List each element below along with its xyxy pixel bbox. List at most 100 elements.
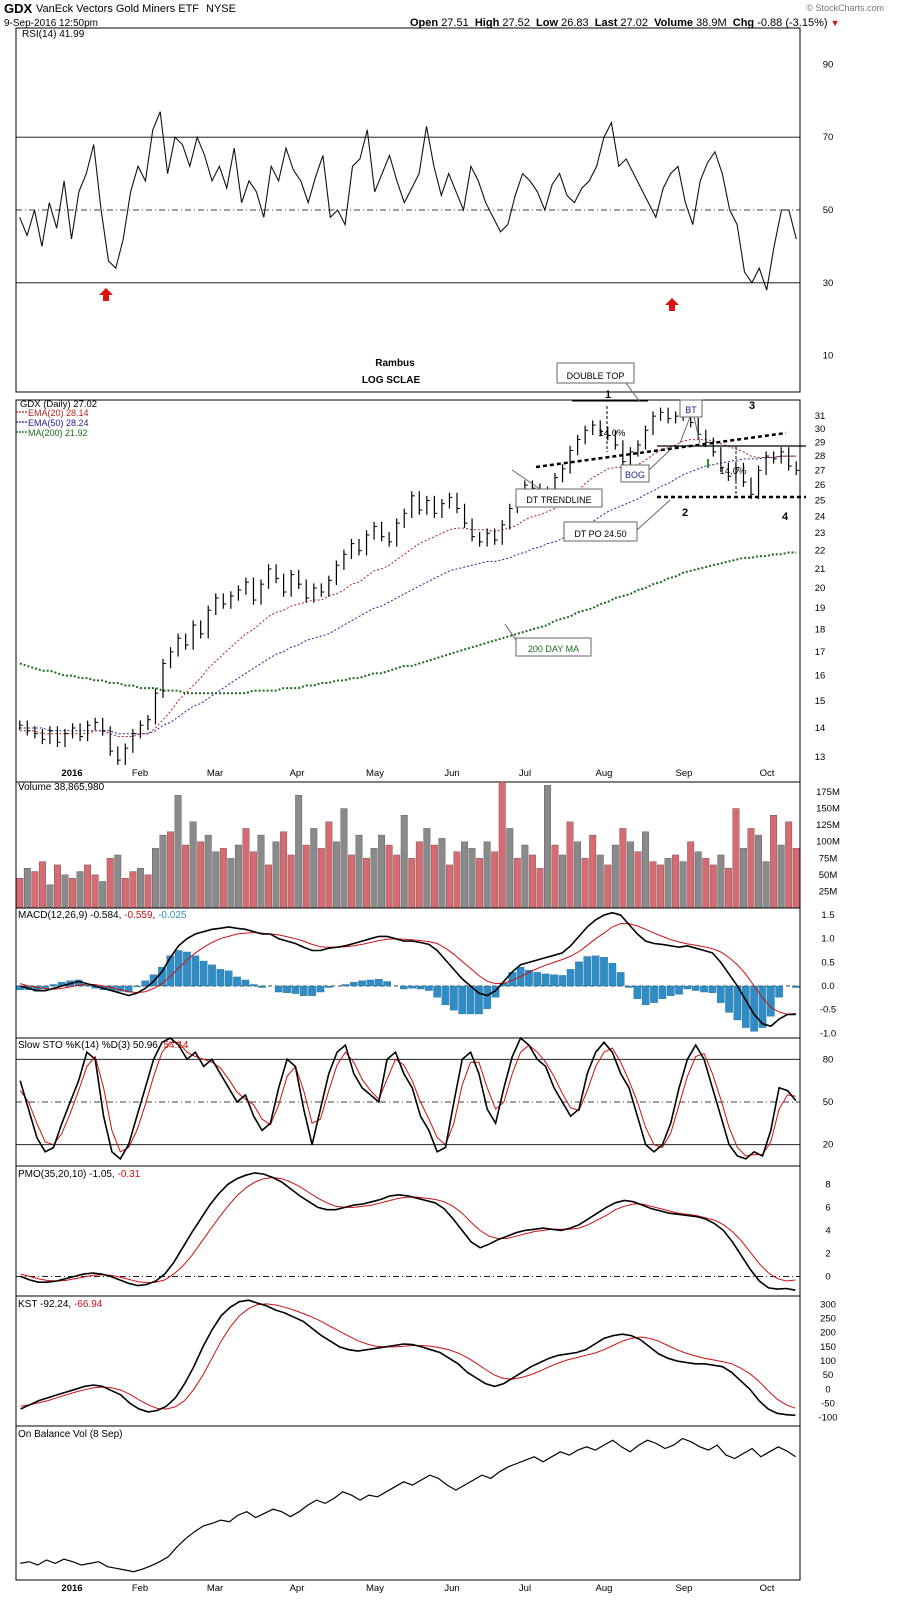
datetime: 9-Sep-2016 12:50pm [4,18,98,29]
macd-histogram-bar [625,985,633,988]
y-tick-label: 70 [823,132,834,143]
pct-left-label: 14.0% [599,428,626,439]
macd-histogram-bar [566,969,575,987]
macd-histogram-bar [666,985,675,996]
x-month-label: Jul [519,768,531,779]
security-name: VanEck Vectors Gold Miners ETF [36,3,200,15]
y-tick-label: 50M [819,870,838,881]
volume-title: Volume 38,865,980 [18,782,105,793]
y-tick-label: -50 [821,1398,835,1409]
macd-histogram-bar [575,961,583,987]
price-tick-label: 20 [815,583,826,594]
sto-tick-label: 80 [823,1054,834,1065]
x-month-label: 2016 [61,768,82,779]
macd-histogram-bar [650,985,658,1003]
double-top-label: DOUBLE TOP [567,371,625,381]
dt-trendline-pointer [511,469,541,490]
volume-bar [287,854,295,909]
y-tick-label: 75M [819,853,838,864]
volume-bar [250,851,257,909]
macd-histogram-bar [491,985,500,998]
volume-bar [740,848,747,909]
kst-signal-line [20,1303,796,1410]
volume-bar [483,841,491,909]
x-month-label: Apr [290,768,305,779]
macd-histogram-bar [725,985,733,1013]
y-tick-label: 0.0 [821,981,834,992]
volume-bar [672,854,680,909]
price-tick-label: 24 [815,512,826,523]
volume-bar [197,841,205,909]
dt-trendline [535,431,787,469]
volume-bar [506,828,514,909]
x-month-label: Oct [760,768,775,779]
sto-tick-label: 20 [823,1140,834,1151]
volume-bar [642,831,649,909]
y-tick-label: 125M [816,820,840,831]
x-month-label: May [366,768,384,779]
ema20-line [19,439,797,737]
obv-x-month-label: Mar [207,1583,223,1594]
price-tick-label: 14 [815,723,826,734]
obv-panel [15,1425,801,1581]
x-month-label: Aug [596,768,613,779]
macd-histogram-bar [425,985,433,991]
volume-bar [491,851,499,909]
volume-bar [536,868,544,909]
dt-trendline-label-box [515,488,603,508]
volume-bar [430,844,438,909]
volume-bar [46,884,54,909]
volume-bar [611,844,619,909]
volume-bar [257,834,265,909]
macd-histogram-bar [441,985,450,1006]
volume-bar [528,854,536,909]
price-tick-label: 21 [815,564,826,575]
volume-bar [212,851,220,909]
volume-bar [423,828,431,909]
price-tick-label: 16 [815,671,826,682]
macd-histogram-bar [658,985,667,1000]
y-tick-label: 0.5 [821,957,834,968]
volume-bar [513,858,521,909]
volume-bar [91,874,99,909]
macd-histogram-bar [166,955,175,987]
down-arrow-icon: ▼ [830,18,840,28]
red-up-arrow-icon [99,288,113,301]
obv-x-month-label: Apr [290,1583,305,1594]
macd-histogram-bar [249,984,258,987]
kst-line [20,1299,796,1417]
volume-bar [234,844,242,909]
price-tick-label: 30 [815,424,826,435]
macd-histogram-bar [466,985,475,1015]
exchange: NYSE [206,3,236,15]
price-tick-label: 15 [815,696,826,707]
wave-label-1: 1 [605,389,611,401]
red-up-arrow-icon [665,298,679,311]
macd-histogram-bar [758,985,767,1028]
volume-bar [182,844,190,909]
volume-bar [167,831,174,909]
macd-line [19,911,796,1028]
macd-histogram-bar [608,963,617,987]
macd-histogram-bar [274,985,283,993]
volume-bar [724,868,732,909]
volume-bar [38,861,46,909]
volume-bar [415,841,423,909]
volume-bar [792,848,800,909]
volume-bar [755,834,762,909]
volume-bar [679,861,687,909]
y-tick-label: 100 [820,1356,836,1367]
macd-histogram-bar [324,985,333,988]
volume-bar [114,854,122,909]
volume-bar [69,878,76,909]
volume-bar [702,858,710,909]
x-month-label: Feb [132,768,148,779]
volume-bar [566,821,574,909]
ma200-line [19,551,797,695]
ma200-annotation-label: 200 DAY MA [528,644,579,654]
obv-x-month-label: May [366,1583,384,1594]
sto-d-line [19,1041,796,1157]
macd-histogram-bar [675,985,683,995]
volume-bar [385,844,393,909]
macd-histogram-bar [83,985,91,987]
